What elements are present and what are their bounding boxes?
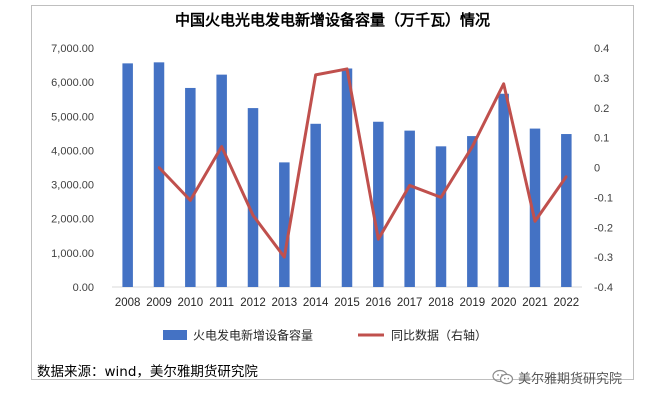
left-tick-label: 4,000.00 bbox=[51, 145, 94, 157]
bar bbox=[122, 63, 133, 287]
bar bbox=[529, 128, 541, 287]
right-tick-label: 0.4 bbox=[594, 43, 609, 55]
x-tick-label: 2012 bbox=[240, 297, 266, 309]
left-tick-label: 1,000.00 bbox=[51, 248, 94, 260]
bar bbox=[153, 62, 165, 288]
x-tick-label: 2019 bbox=[460, 297, 486, 309]
legend: 火电发电新增设备容量 同比数据（右轴） bbox=[163, 328, 487, 343]
bar bbox=[341, 68, 353, 287]
line-point bbox=[533, 220, 537, 223]
x-tick-label: 2021 bbox=[522, 297, 548, 309]
right-tick-label: 0 bbox=[594, 163, 600, 175]
x-tick-label: 2011 bbox=[209, 297, 234, 309]
x-tick-label: 2009 bbox=[146, 297, 172, 309]
right-tick-label: 0.2 bbox=[594, 103, 609, 115]
line-point bbox=[220, 145, 223, 148]
right-tick-label: 0.1 bbox=[594, 133, 609, 145]
line-point bbox=[189, 199, 192, 202]
line-point bbox=[439, 196, 443, 199]
line-point bbox=[283, 255, 286, 259]
bar bbox=[310, 123, 321, 287]
bar bbox=[467, 136, 478, 287]
yoy-line bbox=[157, 67, 568, 259]
x-tick-label: 2018 bbox=[428, 297, 454, 309]
left-tick-label: 3,000.00 bbox=[51, 180, 94, 192]
line-point bbox=[157, 166, 161, 169]
x-tick-label: 2013 bbox=[272, 297, 298, 309]
left-tick-label: 2,000.00 bbox=[51, 214, 94, 226]
chart-title: 中国火电光电发电新增设备容量（万千瓦）情况 bbox=[174, 11, 490, 29]
x-tick-label: 2020 bbox=[491, 297, 517, 309]
right-axis-ticks: -0.4 -0.3 -0.2 -0.1 0 0.1 0.2 0.3 0.4 bbox=[594, 43, 613, 294]
x-axis-ticks: 2008 2009 2010 2011 2012 2013 2014 2015 2016 2017… bbox=[115, 297, 579, 309]
bar bbox=[498, 93, 509, 287]
line-series bbox=[157, 67, 568, 259]
right-tick-label: -0.4 bbox=[594, 282, 613, 294]
legend-line-label: 同比数据（右轴） bbox=[391, 328, 487, 343]
left-tick-label: 7,000.00 bbox=[51, 43, 94, 55]
right-tick-label: -0.1 bbox=[594, 192, 613, 204]
wechat-icon bbox=[492, 369, 514, 385]
line-point bbox=[502, 82, 505, 86]
bar bbox=[404, 130, 415, 287]
x-tick-label: 2010 bbox=[178, 297, 204, 309]
bar bbox=[216, 74, 227, 287]
line-point bbox=[345, 67, 349, 71]
right-tick-label: -0.2 bbox=[594, 222, 613, 234]
bar-series bbox=[122, 62, 572, 288]
watermark-text: 美尔雅期货研究院 bbox=[518, 371, 623, 387]
line-point bbox=[471, 145, 474, 148]
line-point bbox=[251, 214, 255, 217]
legend-bar-swatch bbox=[163, 330, 187, 340]
left-tick-label: 0.00 bbox=[73, 282, 94, 294]
bar bbox=[247, 108, 259, 287]
x-tick-label: 2008 bbox=[115, 297, 141, 309]
line-point bbox=[377, 238, 380, 241]
x-tick-label: 2017 bbox=[397, 297, 423, 309]
x-tick-label: 2022 bbox=[554, 297, 580, 309]
left-tick-label: 6,000.00 bbox=[51, 77, 94, 89]
x-tick-label: 2015 bbox=[334, 297, 360, 309]
line-point bbox=[314, 73, 317, 77]
right-tick-label: 0.3 bbox=[594, 73, 609, 85]
source-note: 数据来源：wind，美尔雅期货研究院 bbox=[37, 364, 258, 380]
left-tick-label: 5,000.00 bbox=[51, 111, 94, 123]
line-point bbox=[408, 184, 411, 187]
watermark: 美尔雅期货研究院 bbox=[492, 367, 622, 387]
bar bbox=[279, 162, 290, 287]
legend-bar-label: 火电发电新增设备容量 bbox=[193, 328, 313, 343]
right-tick-label: -0.3 bbox=[594, 252, 613, 264]
bar bbox=[185, 87, 196, 287]
x-tick-label: 2016 bbox=[366, 297, 392, 309]
bar bbox=[435, 146, 447, 287]
left-axis-ticks: 0.00 1,000.00 2,000.00 3,000.00 4,000.00 5,00… bbox=[51, 43, 94, 294]
bar bbox=[373, 121, 384, 288]
line-point bbox=[565, 175, 568, 178]
bar bbox=[561, 134, 572, 287]
x-tick-label: 2014 bbox=[303, 297, 329, 309]
